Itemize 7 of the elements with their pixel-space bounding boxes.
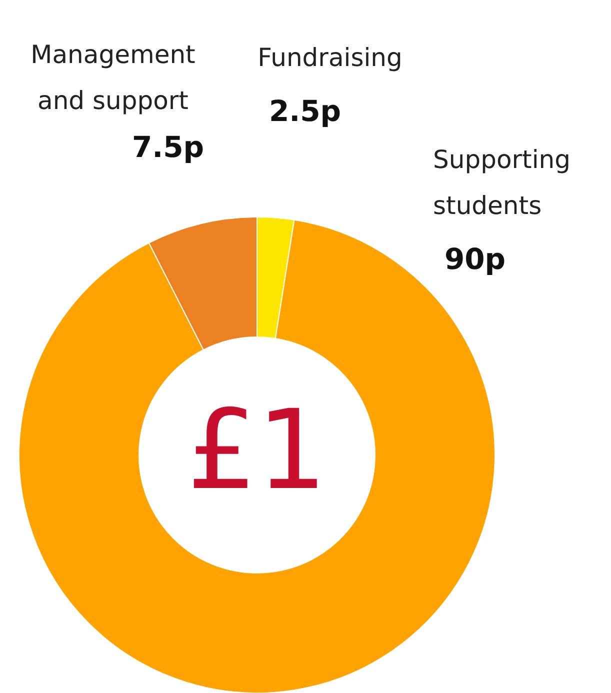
slice-label: Fundraising <box>258 43 402 72</box>
data-label: 90p <box>444 242 506 276</box>
data-label: 2.5p <box>268 94 342 128</box>
data-label: 7.5p <box>132 130 204 164</box>
slice-label: Management and support <box>30 40 196 115</box>
slice-label: Supporting students <box>433 145 570 220</box>
text: £1 <box>187 386 327 514</box>
